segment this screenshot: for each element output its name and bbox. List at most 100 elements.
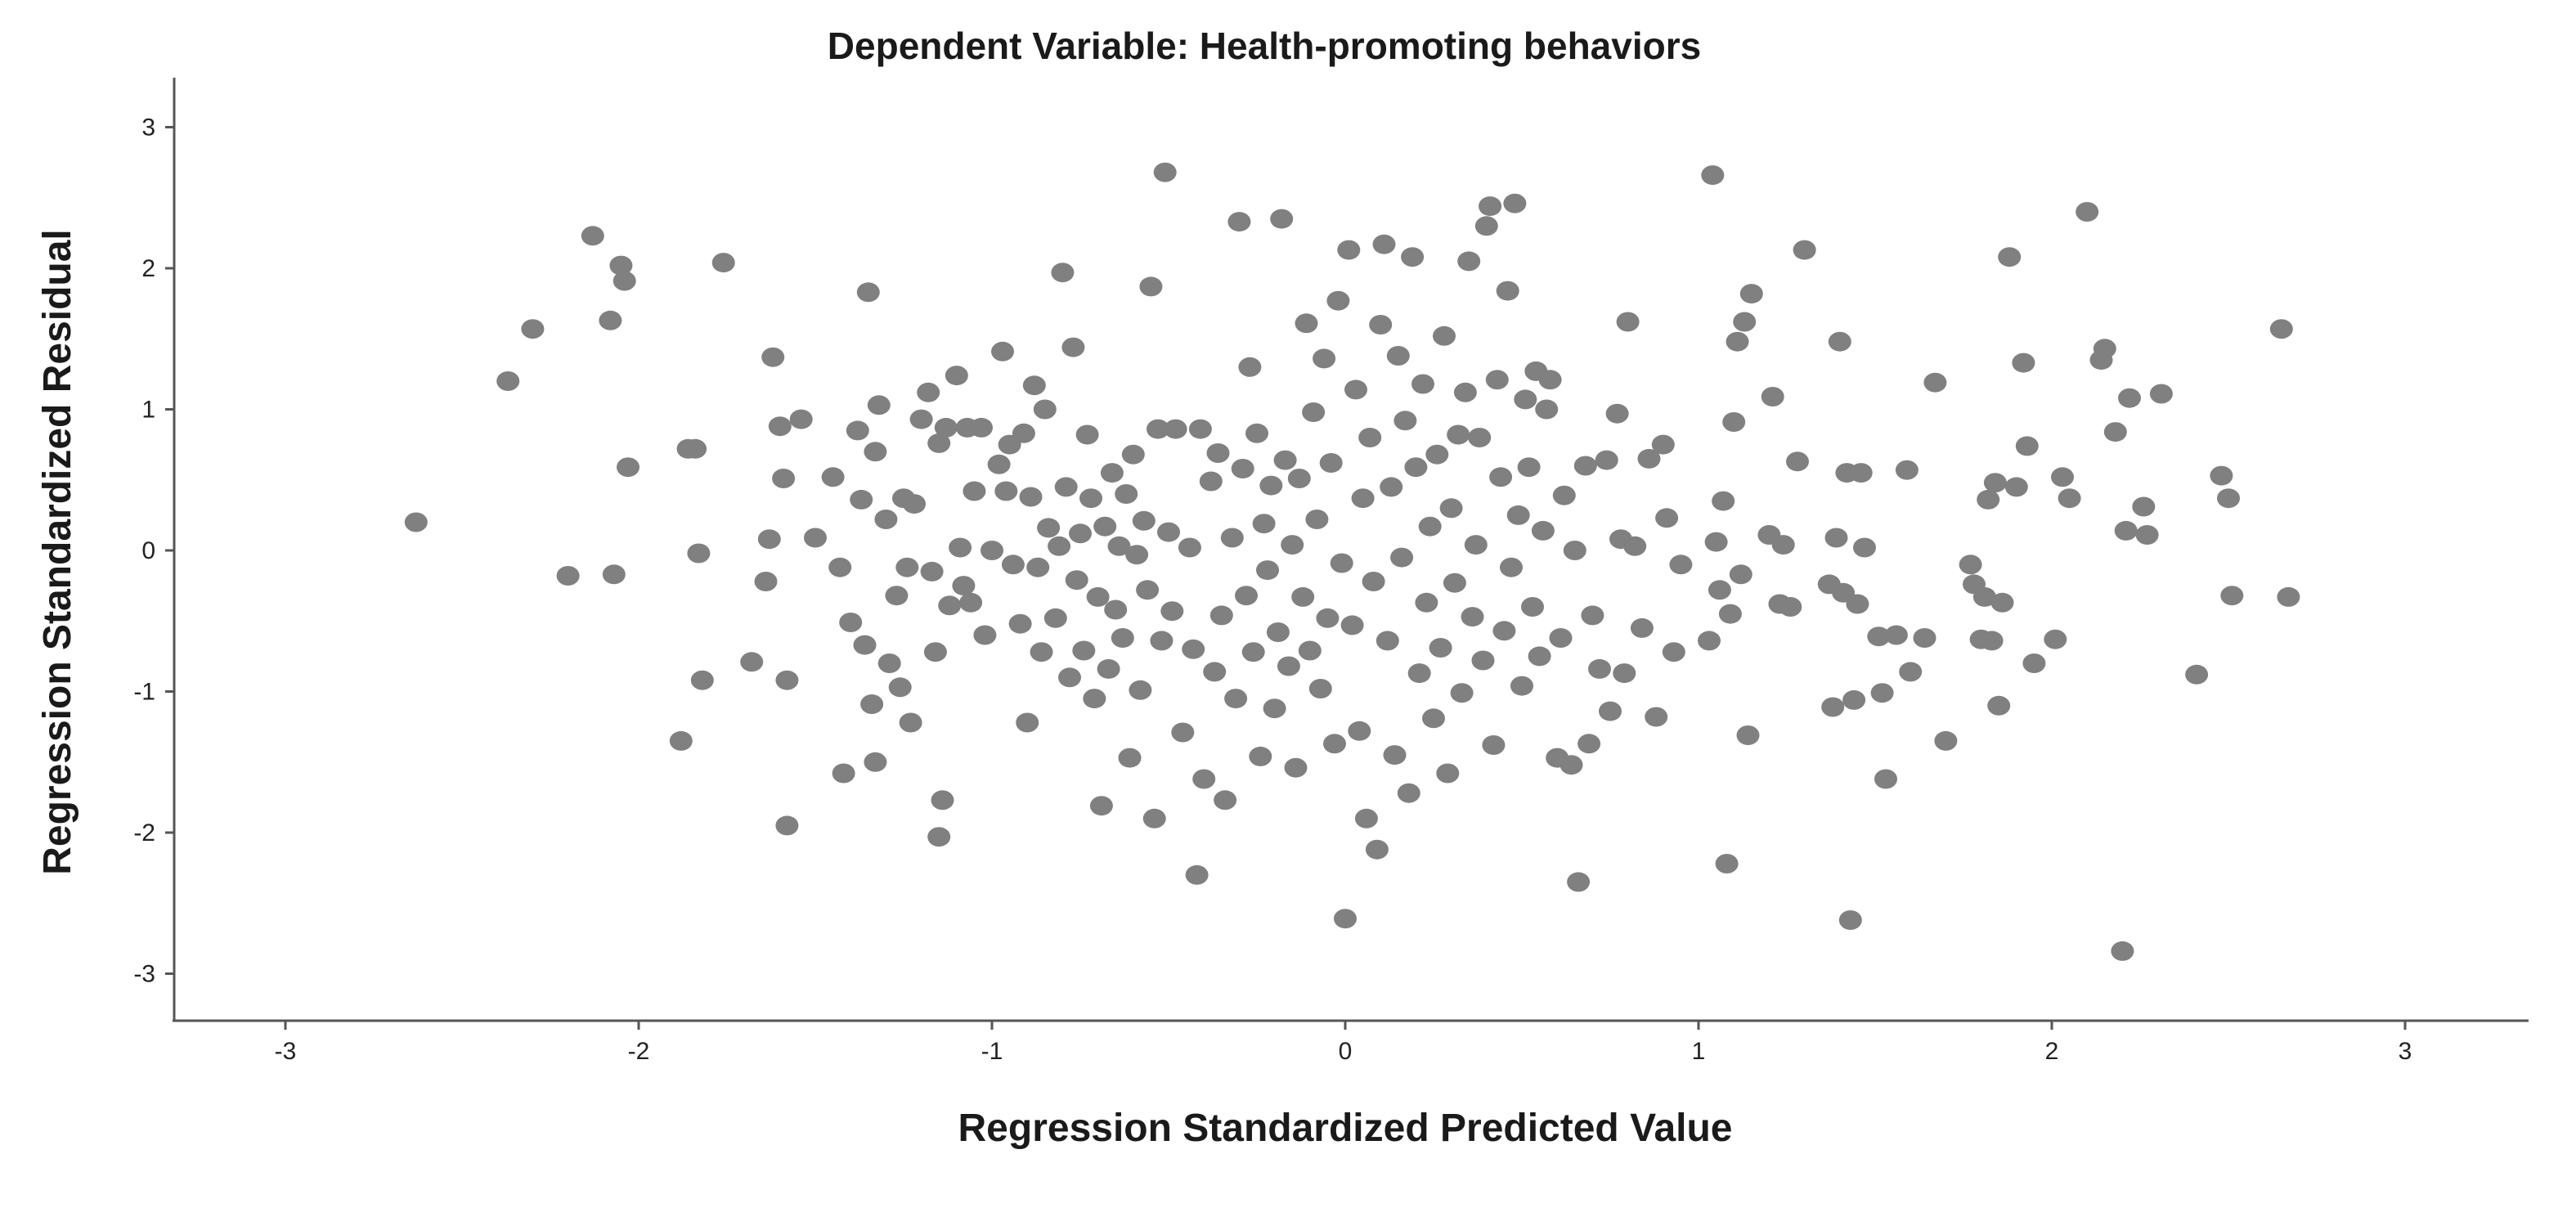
data-point xyxy=(923,642,947,662)
data-point xyxy=(1142,808,1166,829)
data-point xyxy=(1270,209,1294,229)
data-point xyxy=(1616,312,1640,332)
data-point xyxy=(1115,484,1138,504)
data-point xyxy=(1019,487,1043,507)
data-point xyxy=(1990,592,2014,613)
data-point xyxy=(1934,730,1958,751)
data-point xyxy=(556,566,580,586)
data-point xyxy=(1722,412,1746,432)
x-axis-title: Regression Standardized Predicted Value xyxy=(958,1107,1733,1150)
y-tick-label: -3 xyxy=(133,961,155,988)
data-point xyxy=(1220,528,1244,548)
data-point xyxy=(1089,796,1113,816)
data-point xyxy=(1838,910,1862,930)
data-point xyxy=(1171,722,1195,743)
data-point xyxy=(2132,496,2156,517)
data-point xyxy=(903,494,926,514)
y-tick-label: 3 xyxy=(141,115,155,141)
data-point xyxy=(949,537,972,558)
data-point xyxy=(1846,594,1869,614)
data-point xyxy=(1022,375,1046,396)
data-point xyxy=(1567,872,1591,892)
data-point xyxy=(1393,411,1417,431)
data-point xyxy=(1980,631,2004,651)
y-tick-label: 2 xyxy=(141,255,155,282)
data-point xyxy=(1824,528,1848,548)
data-point xyxy=(1655,508,1679,528)
data-point xyxy=(1390,547,1414,568)
data-point xyxy=(895,557,919,577)
data-point xyxy=(1433,326,1456,346)
data-point xyxy=(1231,459,1254,478)
data-point xyxy=(1012,423,1035,443)
data-point xyxy=(1496,281,1519,301)
data-point xyxy=(1474,216,1498,236)
data-point xyxy=(1376,631,1399,651)
data-point xyxy=(1209,605,1233,626)
data-point xyxy=(2269,319,2293,339)
data-point xyxy=(1362,572,1385,591)
data-point xyxy=(1319,453,1343,473)
data-point xyxy=(1224,689,1248,709)
y-tick-label: -1 xyxy=(133,679,155,706)
data-point xyxy=(1867,626,1891,647)
data-point xyxy=(1528,646,1551,667)
data-point xyxy=(1305,510,1329,529)
data-point xyxy=(1884,625,1908,645)
data-point xyxy=(991,341,1014,362)
data-point xyxy=(1842,689,1866,710)
data-point xyxy=(973,625,997,645)
data-point xyxy=(1256,560,1279,581)
data-point xyxy=(1439,498,1463,519)
data-point xyxy=(617,457,640,478)
data-point xyxy=(970,417,993,438)
data-point xyxy=(1698,631,1721,651)
data-point xyxy=(1492,621,1516,641)
data-points xyxy=(404,162,2300,961)
data-point xyxy=(1334,909,1357,929)
data-point xyxy=(853,635,877,655)
data-point xyxy=(1037,518,1061,538)
data-point xyxy=(1192,769,1216,789)
data-point xyxy=(1026,557,1050,577)
data-point xyxy=(1380,477,1403,497)
data-point xyxy=(581,226,604,246)
data-point xyxy=(1058,667,1081,688)
data-point xyxy=(1153,162,1177,182)
data-point xyxy=(917,382,940,402)
data-point xyxy=(1560,755,1583,775)
data-point xyxy=(877,653,901,673)
data-point xyxy=(1623,536,1647,556)
data-point xyxy=(1549,628,1573,648)
data-point xyxy=(1001,555,1025,575)
data-point xyxy=(927,827,951,847)
data-point xyxy=(1291,586,1315,607)
data-point xyxy=(1718,604,1742,624)
data-point xyxy=(521,319,545,339)
data-point xyxy=(772,469,796,488)
data-point xyxy=(1712,491,1735,511)
data-point xyxy=(496,371,520,391)
data-point xyxy=(1372,234,1396,254)
data-point xyxy=(1323,734,1346,754)
data-point xyxy=(1581,605,1604,626)
data-point xyxy=(1104,600,1128,620)
data-point xyxy=(952,576,976,596)
data-point xyxy=(1308,679,1332,698)
data-point xyxy=(2217,488,2240,509)
data-point xyxy=(1489,467,1513,487)
data-point xyxy=(1281,535,1304,555)
data-point xyxy=(885,586,909,606)
data-point xyxy=(602,564,626,585)
data-point xyxy=(2076,202,2099,222)
data-point xyxy=(1404,457,1428,478)
data-point xyxy=(1577,734,1601,754)
data-point xyxy=(1348,721,1371,741)
data-point xyxy=(669,730,693,751)
data-point xyxy=(1853,537,1876,558)
data-point xyxy=(1874,769,1897,789)
data-point xyxy=(1708,580,1731,600)
data-point xyxy=(1479,196,1502,217)
data-point xyxy=(1185,864,1209,885)
